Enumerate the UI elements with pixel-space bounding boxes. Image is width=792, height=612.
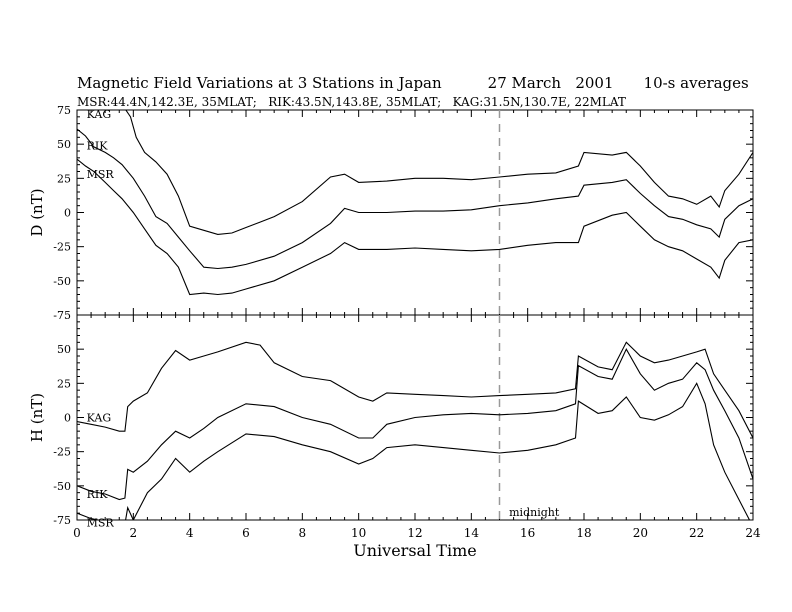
bottom-xtick-label: 20	[633, 526, 648, 540]
bottom-xtick-label: 16	[520, 526, 535, 540]
top-annotation-kag: KAG	[87, 108, 112, 121]
bottom-ytick-label: 50	[57, 343, 71, 356]
bottom-series-kag	[77, 341, 753, 439]
xaxis-label: Universal Time	[353, 541, 476, 560]
title-date: 27 March 2001	[487, 74, 614, 92]
top-ytick-label: 0	[64, 207, 71, 220]
top-series-rik	[77, 128, 753, 270]
bottom-xtick-label: 18	[576, 526, 591, 540]
bottom-xtick-label: 10	[351, 526, 366, 540]
title-averaging: 10-s averages	[643, 74, 749, 92]
bottom-series-msr	[77, 382, 751, 520]
bottom-ytick-label: -50	[53, 480, 71, 493]
stations-line: MSR:44.4N,142.3E, 35MLAT; RIK:43.5N,143.…	[77, 95, 626, 109]
bottom-xtick-label: 12	[407, 526, 422, 540]
top-panel-frame	[76, 109, 754, 316]
title-text: Magnetic Field Variations at 3 Stations …	[77, 74, 442, 92]
bottom-xtick-label: 4	[186, 526, 194, 540]
top-series-msr	[77, 158, 753, 296]
top-ytick-label: -50	[53, 275, 71, 288]
bottom-ytick-label: -75	[53, 514, 71, 527]
bottom-xtick-label: 6	[242, 526, 250, 540]
top-series-kag	[125, 110, 753, 235]
top-annotation-rik: RIK	[87, 140, 109, 153]
bottom-annotation-midnight: midnight	[509, 506, 560, 519]
bottom-xtick-label: 22	[689, 526, 704, 540]
bottom-xtick-label: 2	[130, 526, 138, 540]
bottom-ytick-label: 25	[57, 377, 71, 390]
bottom-xtick-label: 8	[299, 526, 307, 540]
bottom-ylabel: H (nT)	[28, 393, 46, 442]
bottom-ytick-label: -25	[53, 446, 71, 459]
top-ytick-label: 50	[57, 138, 71, 151]
bottom-xtick-label: 0	[73, 526, 81, 540]
bottom-series-rik	[77, 348, 753, 501]
top-annotation-msr: MSR	[87, 168, 115, 181]
figure-title: Magnetic Field Variations at 3 Stations …	[77, 74, 749, 92]
top-ytick-label: -25	[53, 241, 71, 254]
bottom-annotation-rik: RIK	[87, 488, 109, 501]
bottom-xtick-label: 24	[745, 526, 761, 540]
top-ytick-label: 25	[57, 172, 71, 185]
bottom-xtick-label: 14	[464, 526, 480, 540]
top-ytick-label: 75	[57, 104, 71, 117]
bottom-annotation-kag: KAG	[87, 412, 112, 425]
bottom-ytick-label: 0	[64, 412, 71, 425]
top-ylabel: D (nT)	[28, 188, 46, 236]
bottom-annotation-msr: MSR	[87, 517, 115, 530]
top-ytick-label: -75	[53, 309, 71, 322]
